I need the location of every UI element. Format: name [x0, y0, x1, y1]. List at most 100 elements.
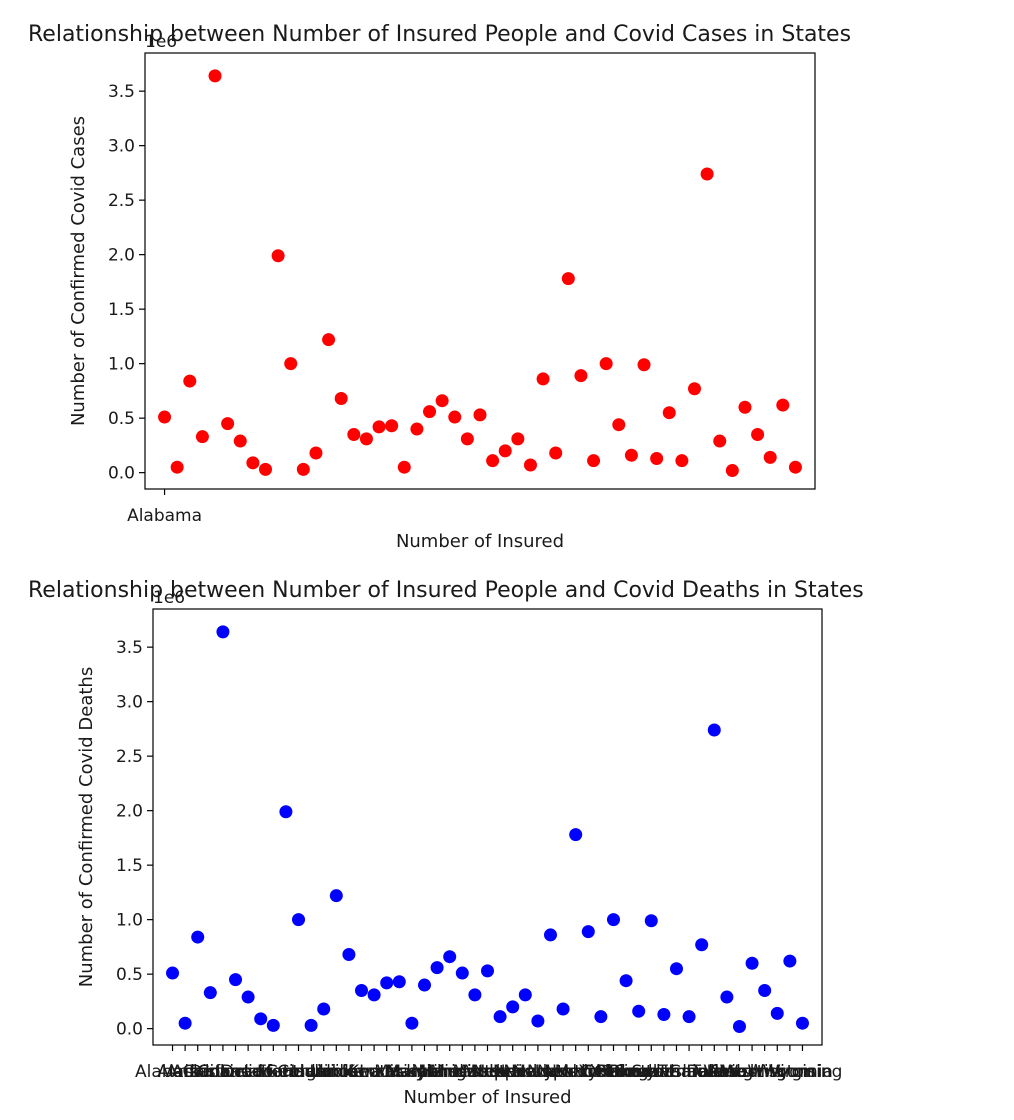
- x-tick-label: Iowa: [342, 1062, 382, 1082]
- x-tick-label: Minnesota: [418, 1062, 506, 1082]
- data-point: [166, 966, 180, 980]
- data-point: [309, 446, 323, 460]
- data-point: [751, 428, 765, 441]
- x-tick-label: Mississippi: [430, 1062, 521, 1082]
- data-point: [518, 988, 532, 1002]
- data-point: [511, 432, 525, 446]
- data-point: [720, 990, 734, 1004]
- data-point: [468, 988, 482, 1002]
- x-tick-label: Alaska: [157, 1062, 213, 1082]
- data-point: [380, 976, 394, 990]
- y-offset-text: 1e6: [145, 32, 177, 52]
- data-point: [279, 805, 293, 819]
- data-point: [561, 272, 575, 286]
- data-point: [574, 369, 588, 383]
- x-tick-label: Massachusetts: [374, 1062, 500, 1082]
- x-tick-label: Nevada: [493, 1062, 558, 1082]
- chart-panel-1: Relationship between Number of Insured P…: [28, 22, 851, 552]
- x-tick-label: Ohio: [594, 1062, 633, 1082]
- x-tick-label: Connecticut: [197, 1062, 299, 1082]
- x-tick-label: Kansas: [344, 1062, 404, 1082]
- data-point: [271, 249, 285, 263]
- x-tick-label: New Hampshire: [471, 1062, 605, 1082]
- data-point: [178, 1016, 192, 1030]
- data-point: [657, 1007, 671, 1021]
- data-point: [367, 988, 381, 1002]
- data-point: [208, 69, 222, 83]
- data-point: [372, 420, 386, 434]
- x-tick-label: Hawaii: [283, 1062, 340, 1082]
- x-tick-label: Oklahoma: [583, 1062, 670, 1082]
- x-tick-label: New Jersey: [503, 1062, 597, 1082]
- data-point: [455, 966, 469, 980]
- data-point: [266, 1018, 280, 1032]
- x-tick-label: North Dakota: [544, 1062, 657, 1082]
- data-point: [523, 458, 537, 472]
- x-tick-label: Delaware: [221, 1062, 301, 1082]
- x-tick-label: South Dakota: [632, 1062, 747, 1082]
- data-point: [745, 956, 759, 970]
- data-point: [619, 974, 633, 988]
- x-tick-label: Louisiana: [359, 1062, 439, 1082]
- y-tick-label: 3.0: [116, 693, 143, 713]
- data-point: [183, 374, 197, 388]
- data-point: [258, 462, 272, 476]
- data-point: [675, 454, 689, 468]
- y-tick-label: 3.5: [108, 82, 135, 102]
- data-point: [203, 986, 217, 1000]
- x-tick-label: Maine: [386, 1062, 437, 1082]
- y-tick-label: 2.5: [108, 191, 135, 211]
- x-tick-label: Rhode Island: [609, 1062, 719, 1082]
- data-point: [317, 1002, 331, 1016]
- data-point: [405, 1016, 419, 1030]
- x-tick-label: Idaho: [300, 1062, 347, 1082]
- data-point: [195, 430, 209, 444]
- x-tick-label: South Carolina: [614, 1062, 739, 1082]
- data-point: [246, 456, 260, 470]
- x-tick-label: Texas: [690, 1062, 738, 1082]
- chart-panel-2: Relationship between Number of Insured P…: [28, 578, 864, 1108]
- data-point: [713, 434, 727, 448]
- data-point: [304, 1018, 318, 1032]
- x-tick-label: Florida: [257, 1062, 315, 1082]
- chart-title: Relationship between Number of Insured P…: [28, 22, 851, 47]
- data-point: [700, 167, 714, 181]
- x-tick-label: Georgia: [265, 1062, 332, 1082]
- x-tick-label: West Virginia: [722, 1062, 833, 1082]
- x-axis-label: Number of Insured: [396, 531, 564, 552]
- data-point: [650, 451, 664, 465]
- data-point: [543, 928, 557, 942]
- y-tick-label: 2.5: [116, 747, 143, 767]
- y-tick-label: 3.5: [116, 638, 143, 658]
- y-offset-text: 1e6: [153, 588, 185, 608]
- data-point: [795, 1016, 809, 1030]
- data-point: [347, 428, 361, 441]
- data-point: [493, 1010, 507, 1024]
- x-tick-label: Nebraska: [473, 1062, 553, 1082]
- data-point: [599, 357, 613, 371]
- data-point: [506, 1000, 520, 1014]
- data-point: [695, 938, 709, 952]
- y-axis-label: Number of Confirmed Covid Deaths: [76, 667, 97, 987]
- plot-frame: [144, 52, 816, 490]
- data-point: [158, 410, 172, 424]
- data-point: [443, 950, 457, 964]
- y-tick-label: 0.5: [116, 965, 143, 985]
- data-point: [662, 406, 676, 420]
- y-tick-label: 2.0: [116, 802, 143, 822]
- data-point: [448, 410, 462, 424]
- x-tick-label: Colorado: [198, 1062, 274, 1082]
- data-point: [783, 954, 797, 968]
- data-point: [788, 460, 802, 474]
- x-tick-label: Washington: [715, 1062, 815, 1082]
- x-tick-label: Utah: [707, 1062, 747, 1082]
- x-tick-label: Wisconsin: [747, 1062, 832, 1082]
- data-point: [254, 1012, 268, 1026]
- data-point: [606, 913, 620, 927]
- data-point: [707, 723, 721, 737]
- data-point: [355, 984, 369, 997]
- data-point: [725, 463, 739, 477]
- data-point: [637, 358, 651, 372]
- data-point: [556, 1002, 570, 1016]
- data-point: [170, 460, 184, 474]
